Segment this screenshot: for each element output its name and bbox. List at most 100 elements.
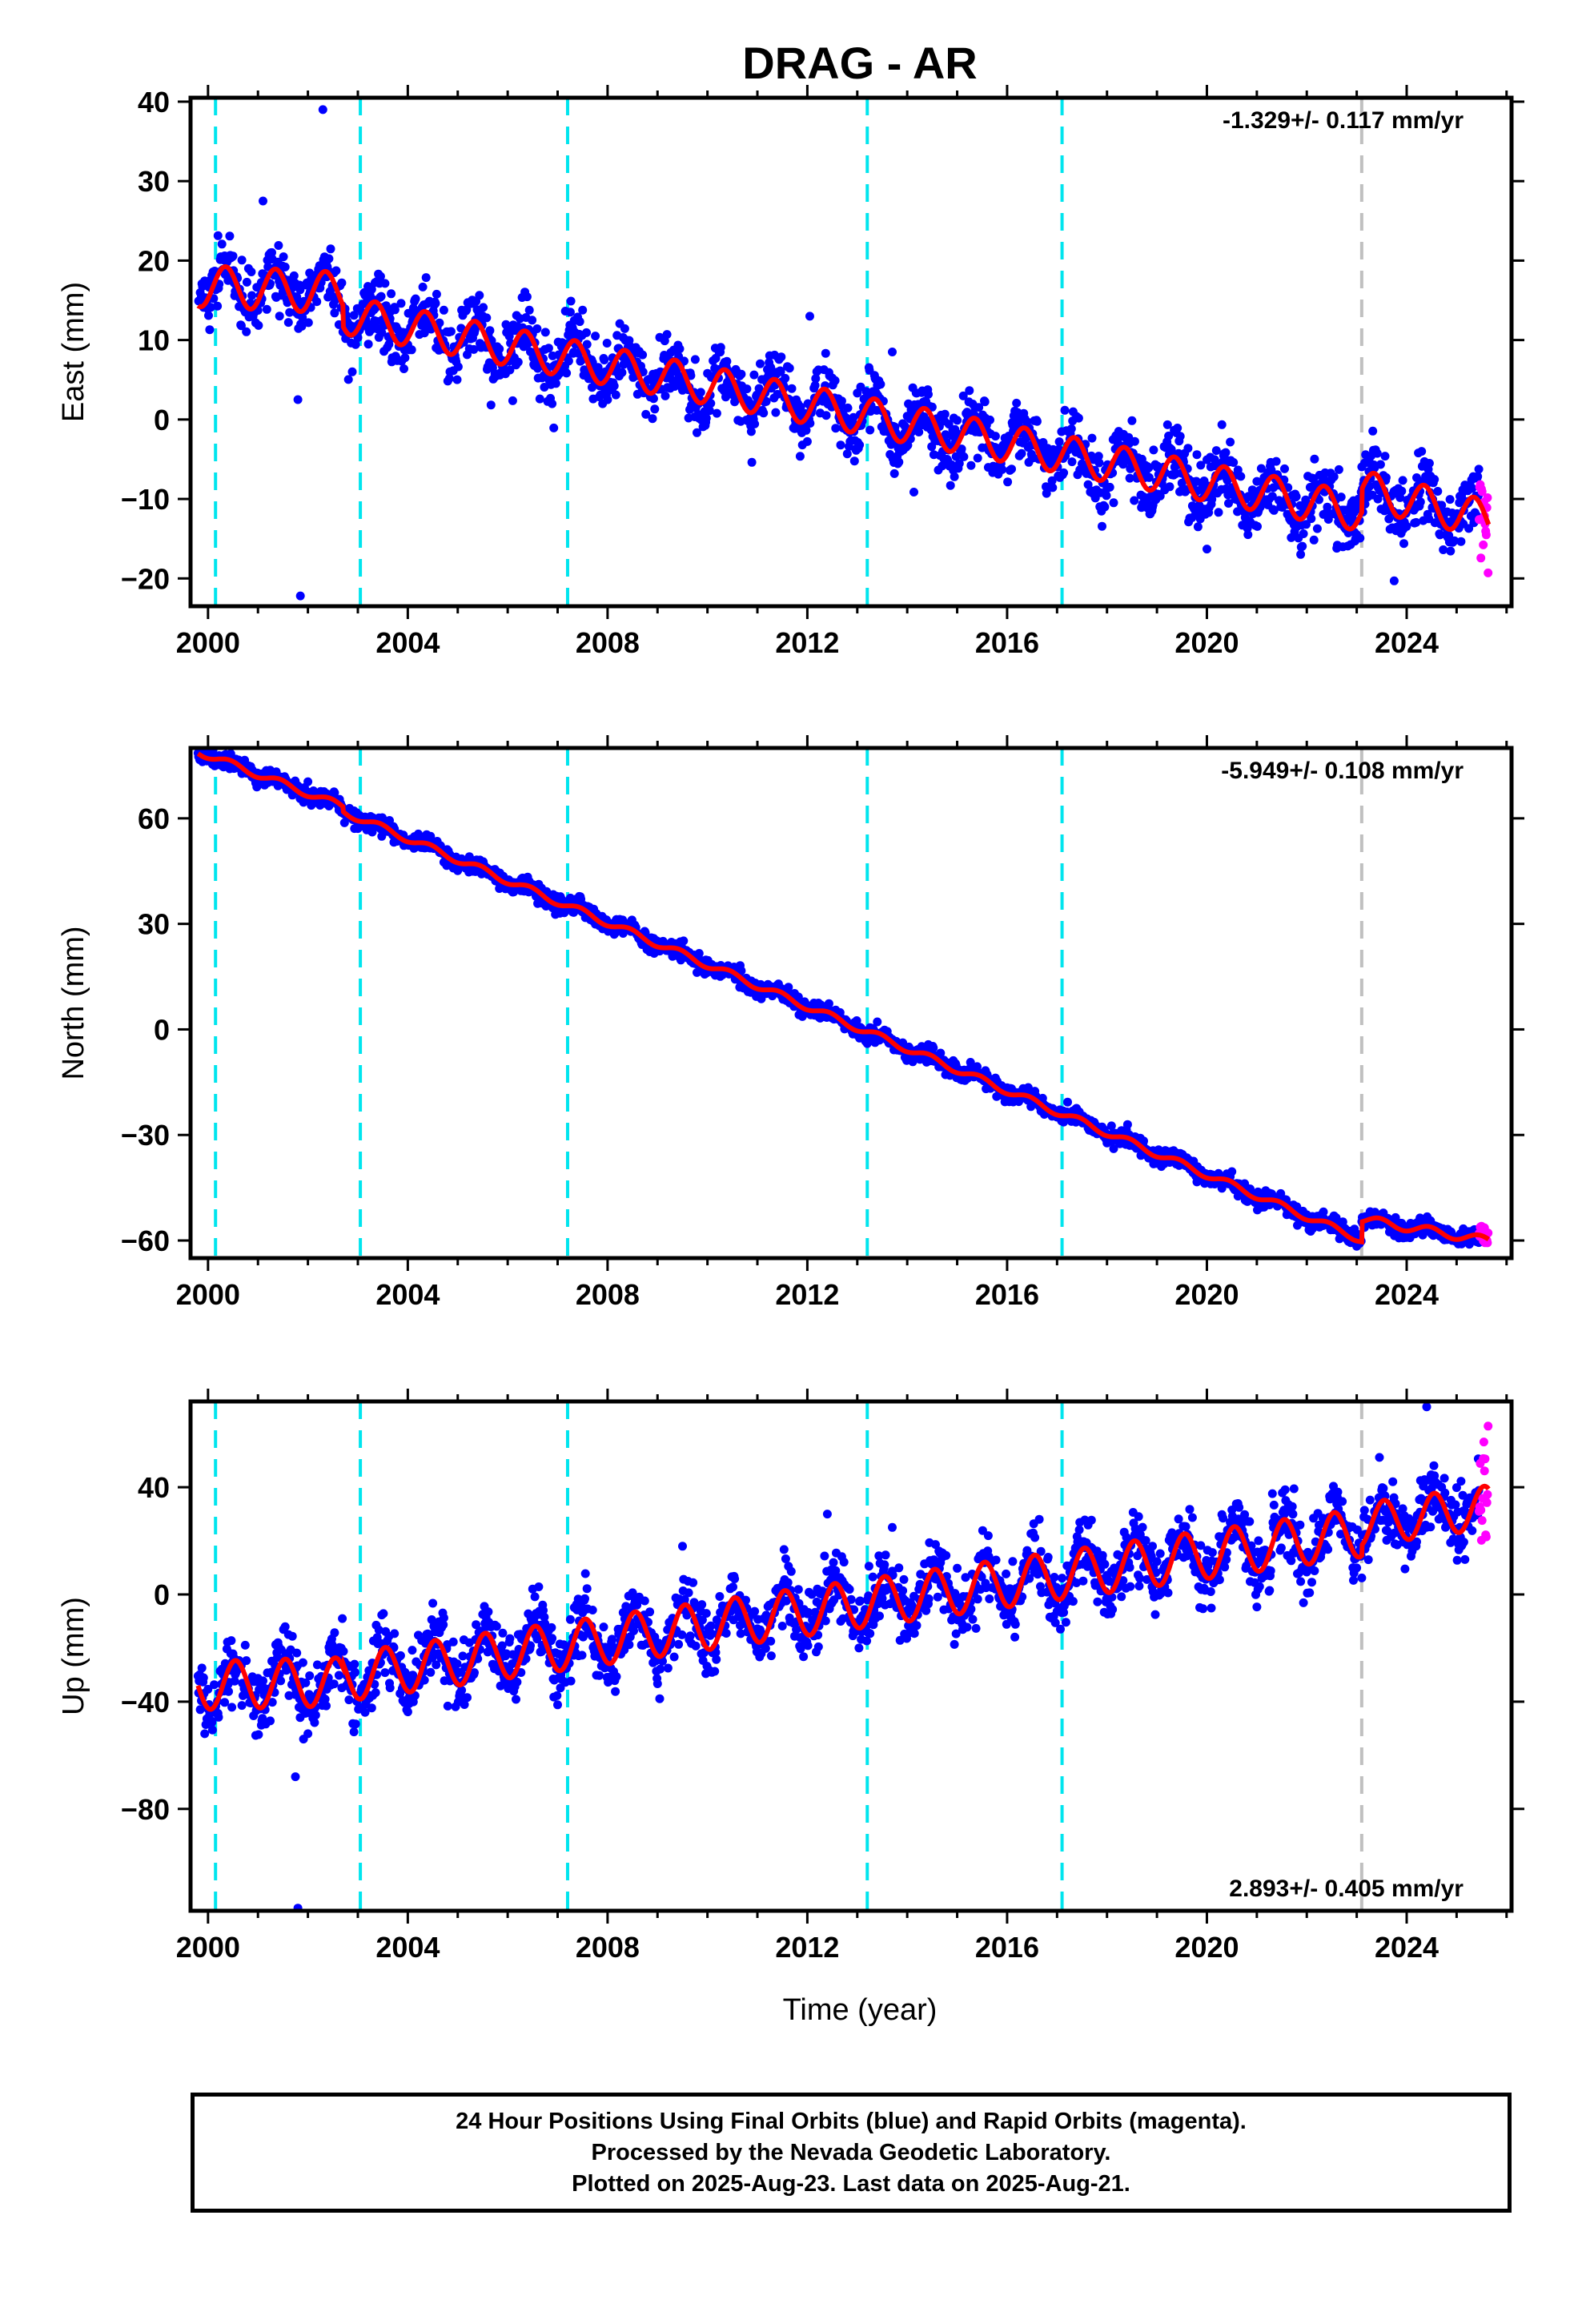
up-final-point xyxy=(311,1711,320,1720)
east-final-point xyxy=(1203,545,1211,554)
up-final-point xyxy=(611,1687,620,1696)
up-final-point xyxy=(351,1667,359,1677)
east-final-point xyxy=(275,312,284,321)
up-final-point xyxy=(534,1582,544,1591)
east-final-point xyxy=(384,340,394,349)
east-final-point xyxy=(746,427,756,436)
east-final-point xyxy=(225,231,235,241)
up-final-point xyxy=(385,1683,395,1693)
up-final-point xyxy=(588,1606,597,1614)
east-final-point xyxy=(1380,452,1390,461)
up-final-point xyxy=(599,1622,608,1632)
up-final-point xyxy=(552,1691,562,1700)
east-final-point xyxy=(326,244,335,254)
east-final-point xyxy=(1243,530,1253,540)
east-final-point xyxy=(432,289,441,299)
east-final-point xyxy=(600,356,609,364)
x-tick-label: 2012 xyxy=(775,626,839,659)
east-final-point xyxy=(973,453,982,463)
east-final-point xyxy=(495,344,504,354)
up-final-point xyxy=(484,1607,493,1617)
east-final-point xyxy=(909,488,918,497)
up-final-point xyxy=(498,1628,508,1638)
east-final-point xyxy=(953,416,962,425)
east-final-point xyxy=(242,327,251,336)
east-final-point xyxy=(548,399,557,408)
east-final-point xyxy=(375,271,385,281)
east-final-point xyxy=(400,353,410,363)
east-final-point xyxy=(1355,533,1365,543)
east-final-point xyxy=(486,400,496,410)
east-final-point xyxy=(293,395,303,404)
east-final-point xyxy=(303,318,313,328)
east-final-point xyxy=(747,457,757,467)
east-final-point xyxy=(1192,450,1202,460)
up-final-point xyxy=(379,1609,388,1618)
east-final-point xyxy=(690,355,700,364)
up-final-point xyxy=(505,1634,515,1643)
east-final-point xyxy=(950,472,959,481)
up-final-point xyxy=(428,1598,438,1608)
x-tick-label: 2000 xyxy=(176,626,240,659)
east-final-point xyxy=(532,324,542,333)
east-final-point xyxy=(1415,497,1425,507)
x-tick-label: 2000 xyxy=(176,1278,240,1311)
up-final-point xyxy=(350,1659,359,1669)
panel-up: 2000 2004 2008 2012 2016 2020 2024−80−40040Up … xyxy=(57,1389,1524,1964)
east-final-point xyxy=(444,374,454,384)
up-final-point xyxy=(220,1698,230,1707)
east-final-point xyxy=(390,305,400,315)
east-final-point xyxy=(821,411,831,420)
east-final-point xyxy=(1059,468,1069,477)
east-final-point xyxy=(855,440,865,450)
east-final-point xyxy=(377,328,387,337)
up-final-point xyxy=(595,1671,604,1680)
east-final-point xyxy=(1456,537,1466,546)
east-final-point xyxy=(551,379,560,388)
up-final-point xyxy=(396,1651,405,1660)
east-final-point xyxy=(696,388,705,397)
east-final-point xyxy=(475,291,484,300)
east-y-axis-label: East (mm) xyxy=(57,282,90,422)
y-tick-label: 30 xyxy=(138,908,170,941)
east-final-point xyxy=(705,406,714,416)
up-final-point xyxy=(439,1613,448,1622)
east-final-point xyxy=(742,384,752,394)
up-final-point xyxy=(329,1679,339,1689)
up-final-point xyxy=(224,1687,233,1696)
east-final-point xyxy=(1446,546,1456,556)
east-final-point xyxy=(228,251,238,261)
east-final-point xyxy=(1280,464,1289,473)
east-final-point xyxy=(267,247,276,257)
east-final-point xyxy=(1165,482,1174,492)
east-final-point xyxy=(331,266,341,275)
up-final-point xyxy=(390,1629,400,1638)
east-final-point xyxy=(836,440,845,450)
east-final-point xyxy=(706,399,716,408)
east-final-point xyxy=(1217,420,1227,429)
east-final-point xyxy=(330,308,339,318)
east-final-point xyxy=(1375,460,1385,469)
up-final-point xyxy=(367,1703,376,1713)
east-final-point xyxy=(1312,524,1322,533)
east-final-point xyxy=(544,344,553,353)
east-final-point xyxy=(289,271,299,280)
east-final-point xyxy=(641,409,651,419)
east-final-point xyxy=(701,413,711,423)
up-final-point xyxy=(237,1701,247,1711)
east-final-point xyxy=(1389,576,1399,585)
east-final-point xyxy=(453,362,463,372)
x-tick-label: 2016 xyxy=(975,626,1039,659)
east-final-point xyxy=(566,296,576,306)
east-final-point xyxy=(280,262,290,271)
east-final-point xyxy=(1397,486,1407,496)
east-final-point xyxy=(1003,477,1013,487)
up-final-point xyxy=(612,1672,621,1682)
east-final-point xyxy=(1417,447,1427,456)
east-final-point xyxy=(830,376,840,385)
east-final-point xyxy=(1307,514,1316,524)
east-final-point xyxy=(802,436,812,446)
north-data-points xyxy=(193,748,1493,1251)
east-final-point xyxy=(485,326,495,336)
